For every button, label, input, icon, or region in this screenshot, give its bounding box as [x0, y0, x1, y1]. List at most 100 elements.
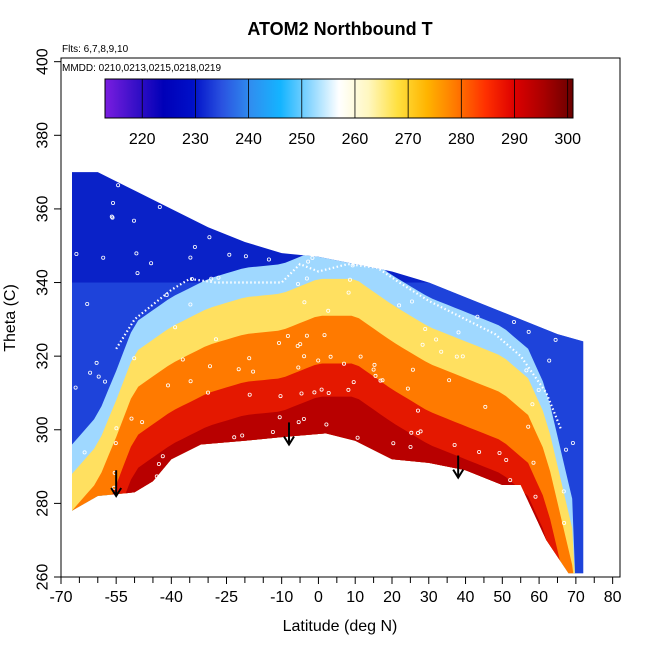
observation-point [483, 404, 488, 409]
observation-point [94, 360, 99, 365]
observation-point [378, 378, 383, 383]
observation-point [188, 302, 193, 307]
x-tick-label: -25 [215, 589, 238, 606]
observation-point [205, 390, 210, 395]
observation-point [418, 429, 423, 434]
observation-point [301, 416, 306, 421]
observation-point [85, 301, 90, 306]
tropopause-line [115, 262, 563, 431]
y-tick-label: 320 [35, 343, 52, 370]
observation-point [74, 251, 79, 256]
colorbar-tick-label: 220 [129, 131, 156, 148]
observation-point [531, 460, 536, 465]
observation-point [129, 416, 134, 421]
colorbar-tick-label: 240 [235, 131, 262, 148]
observation-point [302, 354, 307, 359]
observation-point [131, 218, 136, 223]
observation-point [372, 362, 377, 367]
colorbar: 220 230 240 250 260 270 280 290 300 [104, 78, 581, 148]
observation-point [276, 340, 281, 345]
observation-point [530, 402, 535, 407]
x-axis: -70 -55 -40 -25 -10 0 10 20 30 40 50 60 70 80 [49, 577, 622, 606]
observation-point [355, 435, 360, 440]
observation-point [140, 420, 145, 425]
observation-point [536, 387, 541, 392]
x-tick-label: 30 [420, 589, 438, 606]
observation-point [547, 358, 552, 363]
observation-points [73, 183, 575, 526]
x-tick-label: -40 [160, 589, 183, 606]
observation-point [154, 474, 159, 479]
observation-point [209, 276, 214, 281]
arrows [110, 422, 465, 498]
observation-point [251, 369, 256, 374]
observation-point [243, 254, 248, 259]
x-tick-label: 60 [530, 589, 548, 606]
observation-point [189, 276, 194, 281]
y-tick-label: 380 [35, 122, 52, 149]
observation-point [213, 337, 218, 342]
colorbar-tick-label: 230 [182, 131, 209, 148]
observation-point [526, 424, 531, 429]
observation-point [103, 379, 108, 384]
flights-annotation: Flts: 6,7,8,9,10 [62, 44, 129, 55]
observation-point [88, 370, 93, 375]
observation-point [295, 343, 300, 348]
observation-point [347, 277, 352, 282]
observation-point [109, 214, 114, 219]
plot-area: Flts: 6,7,8,9,10 MMDD: 0210,0213,0215,02… [35, 44, 622, 606]
observation-point [524, 368, 529, 373]
observation-point [564, 447, 569, 452]
observation-point [73, 385, 78, 390]
observation-point [350, 263, 355, 268]
colorbar-bar [104, 78, 574, 119]
observation-point [373, 373, 378, 378]
observation-point [409, 430, 414, 435]
x-tick-label: 80 [604, 589, 622, 606]
observation-point [188, 255, 193, 260]
observation-point [207, 235, 212, 240]
observation-point [296, 365, 301, 370]
observation-point [232, 435, 237, 440]
colorbar-tick-label: 250 [288, 131, 315, 148]
y-axis-label: Theta (C) [2, 284, 19, 352]
observation-point [240, 433, 245, 438]
observation-point [346, 387, 351, 392]
y-tick-label: 300 [35, 416, 52, 443]
observation-point [111, 200, 116, 205]
observation-point [164, 292, 169, 297]
observation-point [346, 290, 351, 295]
observation-point [310, 255, 315, 260]
observation-point [454, 354, 459, 359]
observation-point [477, 449, 482, 454]
observation-point [371, 367, 376, 372]
observation-point [326, 308, 331, 313]
dates-annotation: MMDD: 0210,0213,0215,0218,0219 [62, 63, 221, 74]
colorbar-ticks: 220 230 240 250 260 270 280 290 300 [129, 79, 581, 148]
observation-point [192, 244, 197, 249]
observation-point [266, 257, 271, 262]
observation-point [278, 394, 283, 399]
observation-point [116, 183, 121, 188]
y-tick-label: 280 [35, 490, 52, 517]
observation-point [285, 333, 290, 338]
y-tick-label: 340 [35, 269, 52, 296]
observation-point [247, 392, 252, 397]
observation-point [409, 299, 414, 304]
observation-point [380, 378, 385, 383]
observation-point [452, 442, 457, 447]
observation-point [188, 379, 193, 384]
observation-point [328, 354, 333, 359]
observation-point [149, 261, 154, 266]
arrow-marker [452, 455, 465, 480]
observation-point [415, 408, 420, 413]
observation-point [180, 357, 185, 362]
observation-point [410, 367, 415, 372]
y-tick-label: 360 [35, 195, 52, 222]
observation-point [562, 521, 567, 526]
x-tick-label: 40 [457, 589, 475, 606]
observation-point [306, 259, 311, 264]
observation-point [302, 300, 307, 305]
observation-point [447, 378, 452, 383]
x-tick-label: -70 [49, 589, 72, 606]
